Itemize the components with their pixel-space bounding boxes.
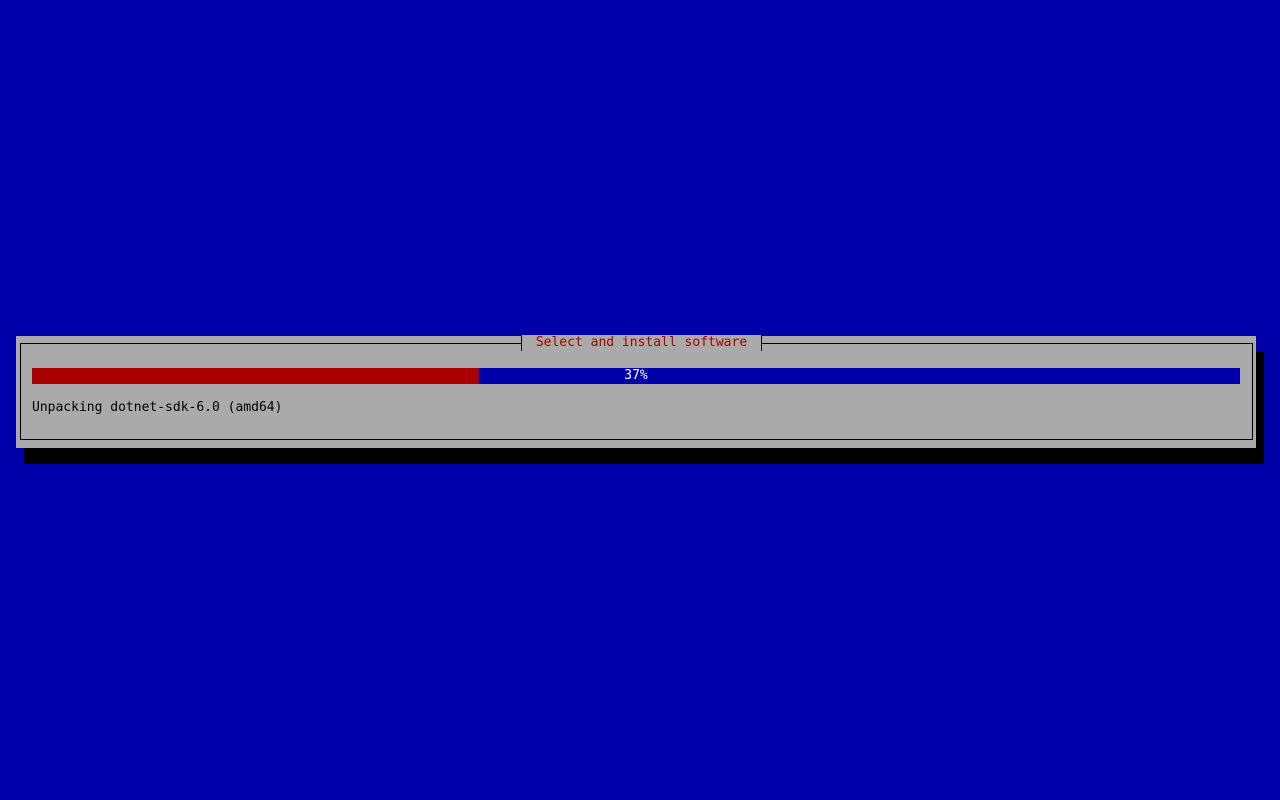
progress-bar: 37%	[32, 368, 1240, 384]
dialog-frame: Select and install software	[20, 335, 1253, 440]
status-text: Unpacking dotnet-sdk-6.0 (amd64)	[32, 400, 283, 415]
progress-dialog: Select and install software 37% Unpackin…	[16, 335, 1256, 448]
progress-fill	[32, 368, 479, 384]
progress-percent: 37%	[624, 368, 648, 383]
dialog-title: Select and install software	[521, 335, 762, 351]
